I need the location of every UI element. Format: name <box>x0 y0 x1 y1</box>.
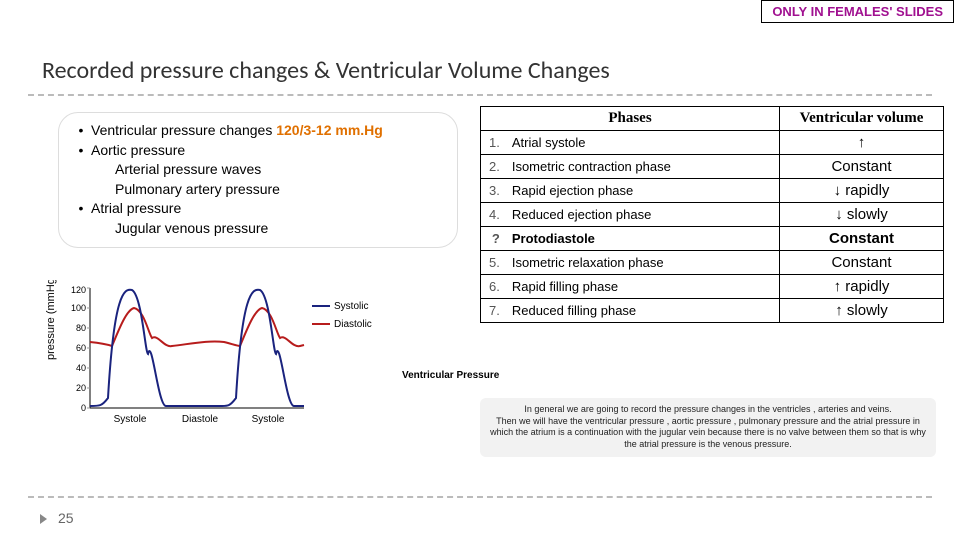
page-number: 25 <box>58 510 74 526</box>
row-phase: Protodiastole <box>504 227 780 251</box>
page-title: Recorded pressure changes & Ventricular … <box>42 56 610 85</box>
table-row: 1.Atrial systole↑ <box>481 131 944 155</box>
table-row: 7.Reduced filling phase↑ slowly <box>481 299 944 323</box>
bullet-3: Atrial pressure <box>91 199 181 219</box>
row-volume: Constant <box>780 155 944 179</box>
table-row: 2.Isometric contraction phaseConstant <box>481 155 944 179</box>
xlabel: Diastole <box>182 414 219 425</box>
row-num: ? <box>481 227 504 251</box>
ytick: 120 <box>71 285 86 295</box>
badge: ONLY IN FEMALES' SLIDES <box>761 0 954 23</box>
chart-caption-text: Ventricular Pressure <box>402 370 499 381</box>
ytick: 0 <box>81 403 86 413</box>
page-arrow-icon <box>40 514 47 524</box>
row-volume: ↓ rapidly <box>780 179 944 203</box>
systolic-line <box>90 290 304 406</box>
table-row: 3.Rapid ejection phase↓ rapidly <box>481 179 944 203</box>
row-num: 7. <box>481 299 504 323</box>
row-num: 5. <box>481 251 504 275</box>
row-num: 1. <box>481 131 504 155</box>
bullet-dot: • <box>71 141 91 161</box>
row-phase: Isometric contraction phase <box>504 155 780 179</box>
row-volume: Constant <box>780 227 944 251</box>
ytick: 60 <box>76 343 86 353</box>
th-phases: Phases <box>481 107 780 131</box>
table-row: 4.Reduced ejection phase↓ slowly <box>481 203 944 227</box>
chart-ylabel: pressure (mmHg) <box>45 280 57 360</box>
row-phase: Rapid filling phase <box>504 275 780 299</box>
footer-divider <box>28 496 932 498</box>
row-phase: Reduced ejection phase <box>504 203 780 227</box>
legend-systolic: Systolic <box>334 301 368 312</box>
bullet-1-highlight: 120/3-12 mm.Hg <box>276 122 383 138</box>
th-volume: Ventricular volume <box>780 107 944 131</box>
xlabel: Systole <box>252 414 285 425</box>
bullet-3a: Jugular venous pressure <box>71 219 445 239</box>
notes-p1: In general we are going to record the pr… <box>488 404 928 416</box>
notes-p2: Then we will have the ventricular pressu… <box>488 416 928 451</box>
notes-box: In general we are going to record the pr… <box>480 398 936 457</box>
row-phase: Reduced filling phase <box>504 299 780 323</box>
bullet-1-text: Ventricular pressure changes <box>91 122 276 138</box>
legend-diastolic: Diastolic <box>334 319 372 330</box>
row-phase: Isometric relaxation phase <box>504 251 780 275</box>
ytick: 20 <box>76 383 86 393</box>
bullets-box: • Ventricular pressure changes 120/3-12 … <box>58 112 458 248</box>
table-row: 6.Rapid filling phase↑ rapidly <box>481 275 944 299</box>
ytick: 80 <box>76 323 86 333</box>
phases-table: Phases Ventricular volume 1.Atrial systo… <box>480 106 944 323</box>
bullet-1: Ventricular pressure changes 120/3-12 mm… <box>91 121 383 141</box>
xlabel: Systole <box>114 414 147 425</box>
row-num: 2. <box>481 155 504 179</box>
bullet-dot: • <box>71 121 91 141</box>
row-volume: ↑ slowly <box>780 299 944 323</box>
row-num: 4. <box>481 203 504 227</box>
row-phase: Atrial systole <box>504 131 780 155</box>
table-row: ?ProtodiastoleConstant <box>481 227 944 251</box>
row-num: 6. <box>481 275 504 299</box>
pressure-chart: pressure (mmHg) 0 20 40 60 80 100 120 <box>42 280 392 440</box>
title-divider <box>28 94 932 96</box>
ytick: 40 <box>76 363 86 373</box>
bullet-2b: Pulmonary artery pressure <box>71 180 445 200</box>
row-volume: ↑ <box>780 131 944 155</box>
bullet-2: Aortic pressure <box>91 141 185 161</box>
row-volume: Constant <box>780 251 944 275</box>
row-volume: ↓ slowly <box>780 203 944 227</box>
table-row: 5.Isometric relaxation phaseConstant <box>481 251 944 275</box>
row-volume: ↑ rapidly <box>780 275 944 299</box>
row-num: 3. <box>481 179 504 203</box>
chart-caption: Ventricular Pressure <box>402 370 499 382</box>
bullet-2a: Arterial pressure waves <box>71 160 445 180</box>
row-phase: Rapid ejection phase <box>504 179 780 203</box>
ytick: 100 <box>71 303 86 313</box>
bullet-dot: • <box>71 199 91 219</box>
